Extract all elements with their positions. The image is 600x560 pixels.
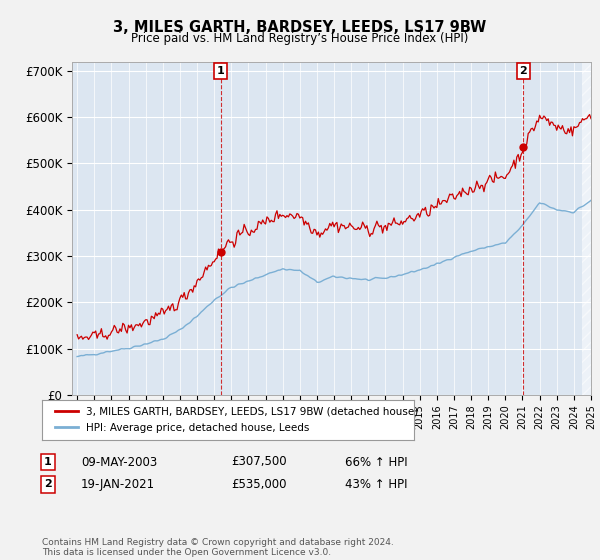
Text: 66% ↑ HPI: 66% ↑ HPI	[345, 455, 407, 469]
Text: £307,500: £307,500	[231, 455, 287, 469]
Text: 19-JAN-2021: 19-JAN-2021	[81, 478, 155, 491]
Text: 09-MAY-2003: 09-MAY-2003	[81, 455, 157, 469]
Text: Price paid vs. HM Land Registry’s House Price Index (HPI): Price paid vs. HM Land Registry’s House …	[131, 32, 469, 45]
Text: 1: 1	[44, 457, 52, 467]
Text: Contains HM Land Registry data © Crown copyright and database right 2024.
This d: Contains HM Land Registry data © Crown c…	[42, 538, 394, 557]
Text: 3, MILES GARTH, BARDSEY, LEEDS, LS17 9BW: 3, MILES GARTH, BARDSEY, LEEDS, LS17 9BW	[113, 20, 487, 35]
Text: 2: 2	[520, 66, 527, 76]
Text: 43% ↑ HPI: 43% ↑ HPI	[345, 478, 407, 491]
Text: £535,000: £535,000	[231, 478, 287, 491]
Text: 2: 2	[44, 479, 52, 489]
Text: 1: 1	[217, 66, 224, 76]
Legend: 3, MILES GARTH, BARDSEY, LEEDS, LS17 9BW (detached house), HPI: Average price, d: 3, MILES GARTH, BARDSEY, LEEDS, LS17 9BW…	[51, 403, 423, 437]
